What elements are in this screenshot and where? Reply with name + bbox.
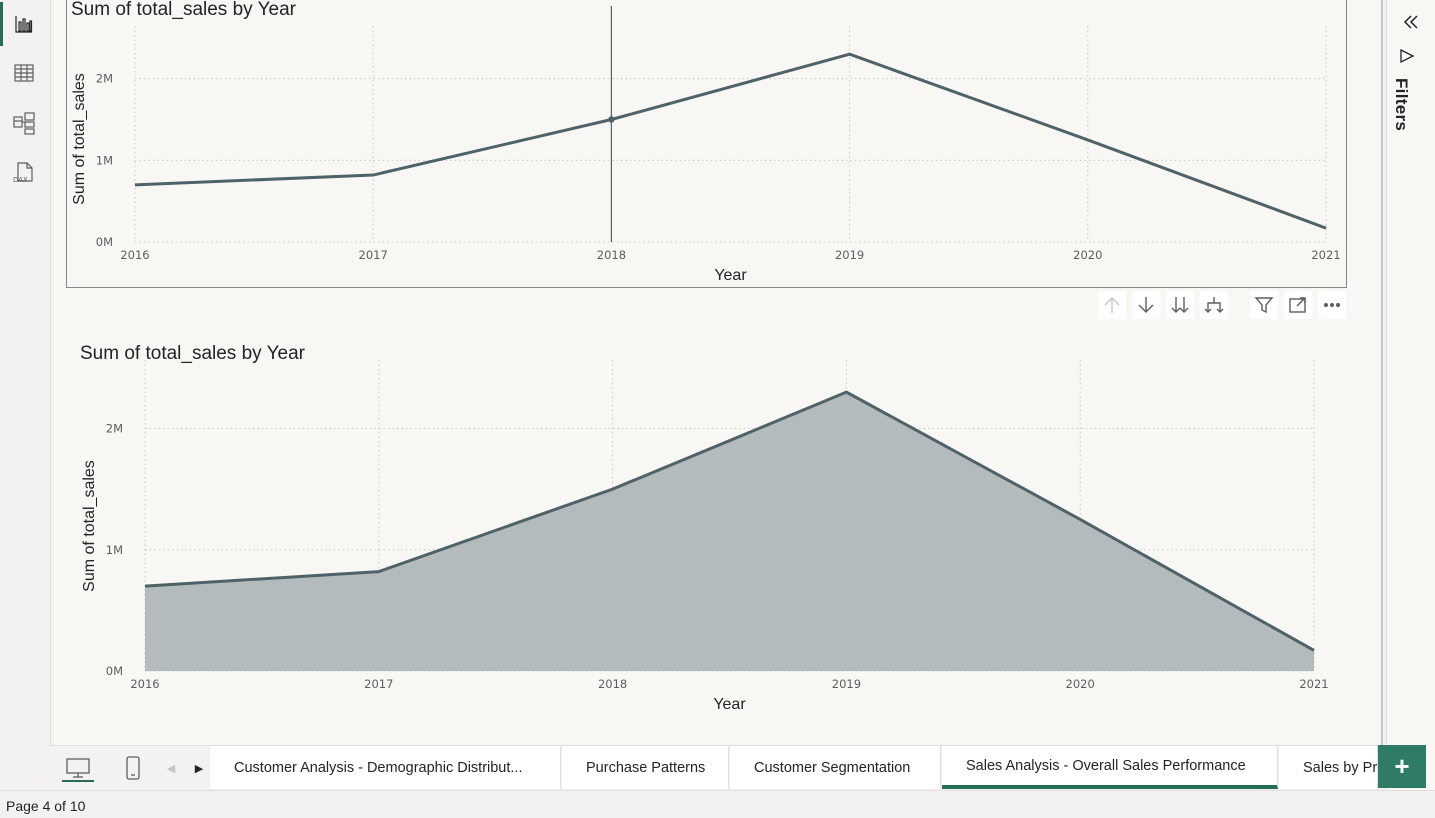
y-axis-title: Sum of total_sales [71, 73, 88, 205]
page-tab-sales-analysis[interactable]: Sales Analysis - Overall Sales Performan… [942, 746, 1278, 789]
visual-header-toolbar [1098, 291, 1346, 319]
x-axis-title: Year [713, 696, 746, 713]
left-nav: DAX [0, 0, 51, 790]
model-view-button[interactable] [0, 99, 48, 147]
next-level-button[interactable] [1166, 291, 1194, 319]
filters-pane[interactable]: Filters [1386, 0, 1435, 790]
x-tick-label: 2017 [364, 677, 393, 691]
x-tick-label: 2021 [1311, 248, 1340, 262]
funnel-icon [1254, 297, 1274, 314]
ellipsis-icon [1324, 302, 1340, 307]
page-tab-label: Sales by Pro [1303, 759, 1378, 776]
line-chart-title: Sum of total_sales by Year [71, 0, 296, 20]
focus-mode-icon [1289, 297, 1306, 313]
double-chevron-left-icon [1403, 15, 1418, 29]
page-tab-label: Sales Analysis - Overall Sales Performan… [966, 757, 1246, 774]
dax-query-view-button[interactable]: DAX [0, 149, 48, 197]
x-tick-label: 2019 [835, 248, 864, 262]
desktop-view-button[interactable] [58, 746, 98, 790]
series-line [144, 390, 1315, 652]
double-arrow-down-icon [1171, 297, 1189, 313]
y-tick-label: 1M [96, 153, 113, 167]
previous-page-arrow[interactable]: ◀ [166, 762, 176, 775]
line-chart-visual[interactable]: Sum of total_sales by Year 0M 1M 2M 2016 201… [66, 0, 1347, 288]
page-tab-label: Customer Segmentation [754, 759, 911, 776]
fork-down-icon [1204, 297, 1224, 313]
page-indicator: Page 4 of 10 [6, 798, 86, 814]
x-axis-title: Year [714, 267, 747, 284]
monitor-icon [66, 758, 90, 778]
x-tick-label: 2020 [1066, 677, 1095, 691]
x-tick-label: 2019 [832, 677, 861, 691]
arrow-down-icon [1138, 297, 1154, 313]
page-tab-bar: ◀ ▶ Customer Analysis - Demographic Dist… [50, 745, 1386, 791]
y-tick-label: 2M [106, 422, 123, 436]
y-axis-title: Sum of total_sales [81, 460, 98, 592]
x-tick-label: 2020 [1073, 248, 1102, 262]
y-tick-label: 0M [96, 235, 113, 249]
mobile-view-button[interactable] [113, 746, 153, 790]
bar-chart-icon [15, 16, 33, 33]
page-tab-label: Customer Analysis - Demographic Distribu… [234, 759, 523, 776]
page-tab-sales-by-product[interactable]: Sales by Pro [1279, 746, 1378, 789]
line-chart-plot[interactable]: 0M 1M 2M 2016 2017 2018 2019 2020 2021 Year Sum of… [67, 0, 1348, 289]
funnel-icon [1400, 48, 1415, 64]
phone-icon [126, 756, 140, 780]
page-tab-label: Purchase Patterns [586, 759, 706, 776]
x-tick-label: 2017 [359, 248, 388, 262]
focus-mode-button[interactable] [1284, 291, 1312, 319]
area-chart-title: Sum of total_sales by Year [80, 343, 305, 364]
report-view-button[interactable] [0, 0, 48, 48]
page-tab-purchase-patterns[interactable]: Purchase Patterns [562, 746, 729, 789]
status-bar: Page 4 of 10 [0, 790, 1435, 818]
drill-up-button[interactable] [1098, 291, 1126, 319]
more-options-button[interactable] [1318, 291, 1346, 319]
x-tick-label: 2021 [1299, 677, 1328, 691]
area-fill [145, 392, 1314, 671]
y-tick-label: 0M [106, 664, 123, 678]
filters-label: Filters [1392, 78, 1411, 132]
drill-down-button[interactable] [1132, 291, 1160, 319]
model-icon [13, 112, 35, 135]
arrow-up-icon [1104, 297, 1120, 313]
filters-collapse-button[interactable] [1396, 8, 1426, 36]
table-view-button[interactable] [0, 49, 48, 97]
page-tab-customer-analysis[interactable]: Customer Analysis - Demographic Distribu… [210, 746, 561, 789]
x-tick-label: 2016 [120, 248, 149, 262]
table-icon [14, 64, 34, 82]
filter-button[interactable] [1250, 291, 1278, 319]
add-page-button[interactable]: + [1378, 745, 1426, 788]
dax-icon: DAX [13, 162, 33, 184]
page-tab-customer-segmentation[interactable]: Customer Segmentation [730, 746, 941, 789]
next-page-arrow[interactable]: ▶ [194, 762, 204, 775]
y-tick-label: 1M [106, 543, 123, 557]
dax-label: DAX [13, 176, 28, 184]
x-tick-label: 2018 [598, 677, 627, 691]
expand-hierarchy-button[interactable] [1200, 291, 1228, 319]
area-chart-visual[interactable]: Sum of total_sales by Year 0M 1M 2M 2016 201… [66, 330, 1347, 725]
x-tick-label: 2016 [130, 677, 159, 691]
series-line [134, 52, 1327, 230]
x-tick-label: 2018 [597, 248, 626, 262]
area-chart-plot[interactable]: 0M 1M 2M 2016 2017 2018 2019 2020 2021 Year Sum of… [66, 330, 1347, 725]
y-tick-label: 2M [96, 72, 113, 86]
canvas-scrollbar[interactable] [1381, 0, 1383, 745]
